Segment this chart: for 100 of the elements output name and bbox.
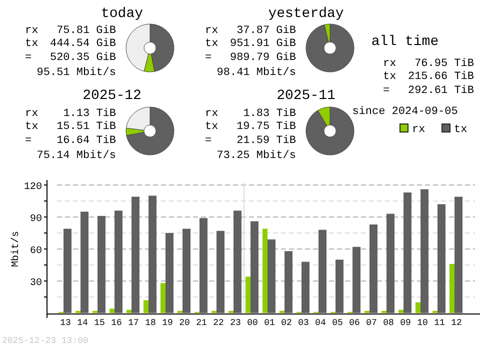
x-tick-label: 23: [230, 318, 241, 328]
text: 37.87 GiB: [236, 25, 296, 37]
x-tick-label: 12: [451, 318, 462, 328]
y-tick-label: 120: [24, 182, 42, 193]
bar: [144, 300, 148, 313]
bar: [404, 192, 412, 313]
text: 520.35 GiB: [50, 52, 116, 64]
bar: [132, 196, 140, 313]
text: tx: [205, 38, 219, 50]
x-tick-label: 21: [196, 318, 207, 328]
bar: [302, 262, 310, 313]
text: =: [25, 135, 32, 147]
text: 444.54 GiB: [50, 38, 116, 50]
bar: [216, 230, 224, 313]
text: 989.79 GiB: [230, 52, 296, 64]
y-tick-label: 30: [30, 278, 42, 289]
text: rx: [205, 108, 219, 120]
bar: [166, 233, 174, 313]
text: 292.61 TiB: [408, 85, 474, 97]
donut-slice: [126, 106, 174, 156]
x-tick-label: 00: [247, 318, 258, 328]
bar: [370, 224, 378, 313]
text: =: [205, 135, 212, 147]
text: 16.64 TiB: [56, 135, 116, 147]
text: rx: [205, 25, 219, 37]
bar: [114, 210, 122, 313]
bar: [148, 196, 156, 313]
bar: [438, 204, 446, 313]
x-tick-label: 10: [417, 318, 428, 328]
chart-title: 2025-11: [276, 88, 336, 104]
bar: [160, 283, 166, 313]
x-tick-label: 22: [213, 318, 224, 328]
bar: [420, 189, 428, 313]
bar: [352, 246, 360, 313]
text: =: [205, 52, 212, 64]
text: 95.51 Mbit/s: [36, 67, 116, 79]
bar: [246, 276, 250, 313]
legend-label: rx: [412, 124, 426, 136]
bar: [336, 260, 344, 313]
text: rx: [383, 58, 397, 70]
text: 15.51 TiB: [56, 121, 116, 133]
text: 951.91 GiB: [230, 38, 296, 50]
text: 21.59 TiB: [236, 135, 296, 147]
x-tick-label: 18: [145, 318, 156, 328]
bar: [416, 302, 420, 313]
text: 1.83 TiB: [243, 108, 296, 120]
text: =: [383, 85, 390, 97]
text: tx: [205, 121, 219, 133]
bar: [268, 239, 276, 313]
x-tick-label: 08: [383, 318, 394, 328]
bar: [64, 228, 72, 313]
bar: [126, 310, 132, 313]
x-tick-label: 09: [400, 318, 411, 328]
text: tx: [25, 121, 39, 133]
x-tick-label: 02: [281, 318, 292, 328]
bar: [98, 216, 106, 313]
text: 215.66 TiB: [408, 71, 474, 83]
bar: [200, 218, 208, 313]
text: tx: [383, 71, 397, 83]
text: =: [25, 52, 32, 64]
text: tx: [25, 38, 39, 50]
bar: [110, 308, 114, 313]
text: 98.41 Mbit/s: [216, 67, 296, 79]
chart-title: today: [100, 6, 144, 22]
bar: [454, 196, 462, 313]
x-tick-label: 11: [434, 318, 445, 328]
x-tick-label: 14: [77, 318, 88, 328]
text: 75.81 GiB: [56, 25, 116, 37]
x-tick-label: 01: [264, 318, 275, 328]
text: rx: [25, 108, 39, 120]
text: 1.13 TiB: [63, 108, 116, 120]
bar: [80, 212, 88, 313]
x-tick-label: 07: [366, 318, 377, 328]
bar: [386, 214, 394, 313]
x-tick-label: 19: [162, 318, 173, 328]
bar: [262, 228, 268, 313]
x-tick-label: 17: [128, 318, 139, 328]
text: 76.95 TiB: [414, 58, 474, 70]
y-axis-title: Mbit/s: [10, 230, 22, 268]
chart-title: 2025-12: [82, 88, 142, 104]
x-tick-label: 13: [60, 318, 71, 328]
bar: [398, 310, 404, 313]
y-tick-label: 90: [30, 214, 42, 225]
bar: [284, 251, 292, 313]
bar: [450, 264, 454, 313]
text: since 2024-09-05: [352, 106, 458, 118]
x-tick-label: 05: [332, 318, 343, 328]
x-tick-label: 04: [315, 318, 326, 328]
donut-slice: [306, 24, 354, 72]
legend-label: tx: [454, 124, 468, 136]
bar: [182, 228, 190, 313]
text: rx: [25, 25, 39, 37]
x-tick-label: 15: [94, 318, 105, 328]
text: 19.75 TiB: [236, 121, 296, 133]
text: 75.14 Mbit/s: [36, 150, 116, 162]
y-tick-label: 60: [30, 246, 42, 257]
x-tick-label: 20: [179, 318, 190, 328]
chart-title: yesterday: [268, 6, 344, 22]
bar: [318, 230, 326, 313]
text: 73.25 Mbit/s: [216, 150, 296, 162]
